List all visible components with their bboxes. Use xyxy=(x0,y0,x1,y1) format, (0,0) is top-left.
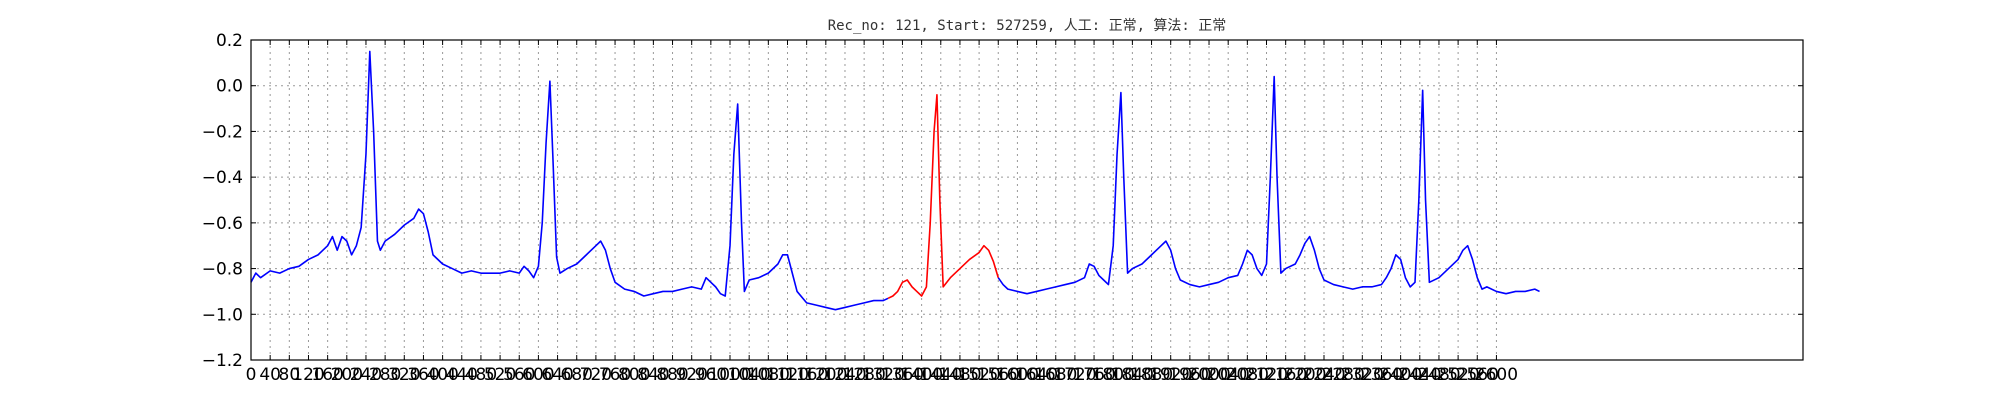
x-tick-label: 1720 xyxy=(1053,365,1096,385)
x-tick-label: 320 xyxy=(388,365,420,385)
x-tick-label: 2560 xyxy=(1456,365,1499,385)
x-tick-label: 2000 xyxy=(1187,365,1230,385)
x-tick-label: 2200 xyxy=(1283,365,1326,385)
x-tick-label: 1080 xyxy=(747,365,790,385)
x-tick-label: 720 xyxy=(580,365,612,385)
x-tick-label: 800 xyxy=(618,365,650,385)
x-tick-label: 1920 xyxy=(1149,365,1192,385)
x-tick-label: 240 xyxy=(350,365,382,385)
x-tick-label: 2480 xyxy=(1417,365,1460,385)
x-tick-label: 2600 xyxy=(1475,365,1518,385)
x-tick-label: 560 xyxy=(503,365,535,385)
x-tick-label: 1240 xyxy=(823,365,866,385)
x-tick-label: 1160 xyxy=(785,365,828,385)
x-tick-label: 960 xyxy=(695,365,727,385)
x-tick-label: 1400 xyxy=(900,365,943,385)
x-tick-label: 640 xyxy=(541,365,573,385)
x-tick-label: 1880 xyxy=(1130,365,1173,385)
x-tick-label: 80 xyxy=(279,365,301,385)
x-tick-label: 1480 xyxy=(938,365,981,385)
x-tick-label: 280 xyxy=(369,365,401,385)
x-tick-label: 1120 xyxy=(766,365,809,385)
x-tick-label: 200 xyxy=(331,365,363,385)
x-tick-label: 120 xyxy=(292,365,324,385)
y-tick-label: −0.6 xyxy=(202,214,243,234)
x-tick-label: 440 xyxy=(446,365,478,385)
x-tick-label: 1320 xyxy=(862,365,905,385)
y-tick-label: −0.2 xyxy=(202,122,243,142)
x-tick-label: 680 xyxy=(561,365,593,385)
x-tick-label: 2360 xyxy=(1360,365,1403,385)
y-axis: 0.2 0.0 −0.2 −0.4 −0.6 −0.8 −1.0 −1.2 xyxy=(202,31,1803,371)
x-tick-label: 880 xyxy=(656,365,688,385)
series-group xyxy=(250,50,1540,311)
plot-frame xyxy=(250,39,1804,361)
x-tick-label: 2400 xyxy=(1379,365,1422,385)
x-axis: 0 408012016020024028032036040044048052056… xyxy=(246,40,1518,385)
x-tick-label: 1840 xyxy=(1111,365,1154,385)
x-tick-label: 2280 xyxy=(1322,365,1365,385)
x-tick-label: 2440 xyxy=(1398,365,1441,385)
x-tick-label: 40 xyxy=(259,365,281,385)
chart-title: Rec_no: 121, Start: 527259, 人工: 正常, 算法: … xyxy=(828,18,1227,34)
x-tick-label: 2520 xyxy=(1436,365,1479,385)
x-tick-label: 160 xyxy=(311,365,343,385)
y-tick-label: 0.0 xyxy=(216,77,243,97)
x-tick-label: 1560 xyxy=(977,365,1020,385)
series-line-highlighted-beat xyxy=(887,94,1000,300)
x-tick-label: 1600 xyxy=(996,365,1039,385)
x-tick-label: 920 xyxy=(675,365,707,385)
x-tick-label: 520 xyxy=(484,365,516,385)
y-tick-label: −1.0 xyxy=(202,305,243,325)
x-tick-label: 2320 xyxy=(1341,365,1384,385)
x-tick-label: 1040 xyxy=(728,365,771,385)
series-line-signal xyxy=(250,50,889,311)
x-tick-label: 840 xyxy=(637,365,669,385)
x-tick-label: 2040 xyxy=(1207,365,1250,385)
y-tick-label: −1.2 xyxy=(202,351,243,371)
x-tick-label: 1440 xyxy=(919,365,962,385)
x-tick-label: 1800 xyxy=(1092,365,1135,385)
x-tick-label: 1280 xyxy=(843,365,886,385)
series-line-signal-continued xyxy=(997,75,1540,295)
x-tick-label: 1640 xyxy=(1015,365,1058,385)
x-tick-label: 2240 xyxy=(1302,365,1345,385)
y-tick-label: −0.4 xyxy=(202,168,243,188)
x-tick-label: 400 xyxy=(426,365,458,385)
x-tick-label: 600 xyxy=(522,365,554,385)
x-tick-label: 0 xyxy=(246,365,257,385)
x-tick-label: 1000 xyxy=(708,365,751,385)
x-tick-label: 360 xyxy=(407,365,439,385)
x-tick-label: 2160 xyxy=(1264,365,1307,385)
x-tick-label: 1200 xyxy=(804,365,847,385)
x-tick-label: 480 xyxy=(465,365,497,385)
x-tick-label: 760 xyxy=(599,365,631,385)
y-tick-label: −0.8 xyxy=(202,260,243,280)
x-tick-label: 1760 xyxy=(1072,365,1115,385)
y-tick-label: 0.2 xyxy=(216,31,243,51)
x-tick-label: 2120 xyxy=(1245,365,1288,385)
x-tick-label: 1960 xyxy=(1168,365,1211,385)
x-tick-label: 1520 xyxy=(957,365,1000,385)
x-tick-label: 2080 xyxy=(1226,365,1269,385)
x-tick-label: 1680 xyxy=(1034,365,1077,385)
x-tick-label: 1360 xyxy=(881,365,924,385)
